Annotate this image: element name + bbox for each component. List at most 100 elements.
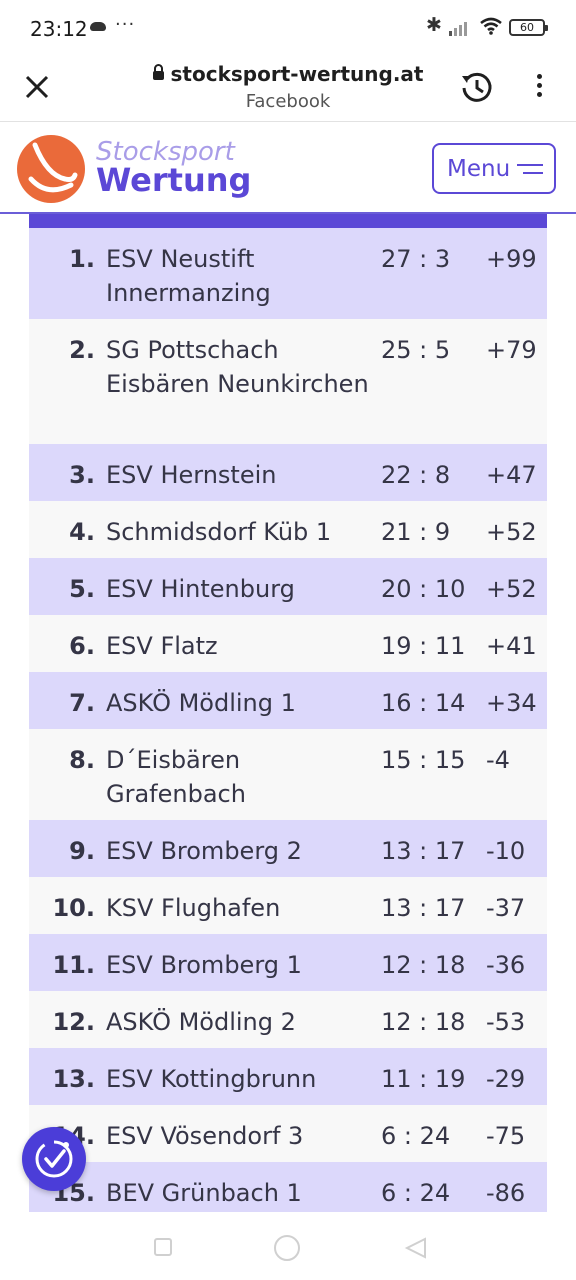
standings-difference: -75 [486, 1122, 526, 1150]
standings-difference: -29 [486, 1065, 526, 1093]
recents-square-icon[interactable] [154, 1238, 172, 1256]
standings-rank: 7. [69, 689, 95, 717]
standings-rank: 2. [69, 336, 95, 364]
standings-difference: +34 [486, 689, 537, 717]
standings-difference: +47 [486, 461, 537, 489]
table-row: 7. ASKÖ Mödling 1 16 : 14 +34 [29, 672, 547, 729]
lock-icon [152, 64, 164, 80]
battery-icon: 60 [509, 19, 548, 36]
standings-team: ESV Hintenburg [106, 575, 295, 603]
standings-team: ASKÖ Mödling 1 [106, 689, 296, 717]
standings-rank: 10. [52, 894, 95, 922]
bluetooth-icon: ✱ [426, 14, 442, 36]
logo-mark [28, 142, 78, 193]
table-row: 1. ESV Neustift Innermanzing 27 : 3 +99 [29, 228, 547, 319]
system-navigation-bar [0, 1212, 576, 1280]
standings-rank: 11. [52, 951, 95, 979]
standings-team: ESV Kottingbrunn [106, 1065, 317, 1093]
table-row: 10. KSV Flughafen 13 : 17 -37 [29, 877, 547, 934]
table-row: 4. Schmidsdorf Küb 1 21 : 9 +52 [29, 501, 547, 558]
brand-line-1[interactable]: Stocksport [96, 137, 235, 167]
standings-rank: 4. [69, 518, 95, 546]
standings-score: 19 : 11 [381, 632, 466, 660]
standings-team: ESV Neustift Innermanzing [106, 245, 271, 307]
standings-rank: 8. [69, 746, 95, 774]
table-row: 5. ESV Hintenburg 20 : 10 +52 [29, 558, 547, 615]
back-triangle-icon[interactable] [404, 1236, 428, 1260]
menu-button[interactable]: Menu [432, 143, 556, 194]
standings-team: ESV Flatz [106, 632, 218, 660]
table-row: 11. ESV Bromberg 1 12 : 18 -36 [29, 934, 547, 991]
standings-score: 25 : 5 [381, 336, 451, 364]
history-icon[interactable] [459, 69, 495, 105]
standings-difference: +79 [486, 336, 537, 364]
standings-difference: -36 [486, 951, 526, 979]
home-circle-icon[interactable] [274, 1235, 300, 1261]
brand-line-2[interactable]: Wertung [96, 161, 252, 199]
standings-score: 12 : 18 [381, 1008, 466, 1036]
standings-difference: -53 [486, 1008, 526, 1036]
wifi-icon [480, 17, 502, 35]
standings-score: 13 : 17 [381, 837, 466, 865]
standings-score: 11 : 19 [381, 1065, 466, 1093]
standings-team: ESV Bromberg 1 [106, 951, 302, 979]
standings-difference: +99 [486, 245, 537, 273]
hamburger-icon [517, 164, 543, 180]
standings-team: ESV Hernstein [106, 461, 277, 489]
cloud-icon [90, 22, 106, 31]
standings-difference: +41 [486, 632, 537, 660]
standings-score: 6 : 24 [381, 1122, 451, 1150]
standings-team: SG Pottschach Eisbären Neunkirchen [106, 336, 369, 398]
standings-rank: 6. [69, 632, 95, 660]
custom-tab-toolbar: stocksport-wertung.at Facebook [0, 56, 576, 122]
table-header-bar [29, 214, 547, 228]
standings-score: 12 : 18 [381, 951, 466, 979]
menu-label: Menu [447, 156, 511, 182]
standings-team: ESV Bromberg 2 [106, 837, 302, 865]
accessibility-check-icon [35, 1140, 73, 1178]
accessibility-button[interactable] [22, 1127, 86, 1191]
standings-rank: 3. [69, 461, 95, 489]
standings-rows: 1. ESV Neustift Innermanzing 27 : 3 +99 2. SG… [29, 228, 547, 1212]
standings-difference: +52 [486, 575, 537, 603]
standings-score: 6 : 24 [381, 1179, 451, 1207]
status-bar: 23:12 ··· ✱ 60 [0, 0, 576, 56]
table-row: 13. ESV Kottingbrunn 11 : 19 -29 [29, 1048, 547, 1105]
page-domain: stocksport-wertung.at [0, 62, 576, 86]
table-row: 8. D´Eisbären Grafenbach 15 : 15 -4 [29, 729, 547, 820]
standings-rank: 1. [69, 245, 95, 273]
site-header: Stocksport Wertung Menu [0, 123, 576, 214]
standings-difference: -37 [486, 894, 526, 922]
table-row: 14.ESV Vösendorf 36 : 24-75 [29, 1105, 547, 1162]
standings-score: 27 : 3 [381, 245, 451, 273]
standings-difference: -86 [486, 1179, 526, 1207]
standings-score: 15 : 15 [381, 746, 466, 774]
more-notifications-indicator: ··· [115, 14, 136, 35]
standings-team: KSV Flughafen [106, 894, 281, 922]
standings-rank: 9. [69, 837, 95, 865]
standings-team: ASKÖ Mödling 2 [106, 1008, 296, 1036]
standings-difference: -4 [486, 746, 510, 774]
standings-rank: 12. [52, 1008, 95, 1036]
logo-icon[interactable] [17, 135, 85, 203]
referrer-label: Facebook [245, 91, 331, 112]
standings-team: Schmidsdorf Küb 1 [106, 518, 332, 546]
standings-difference: -10 [486, 837, 526, 865]
standings-team: ESV Vösendorf 3 [106, 1122, 304, 1150]
clock: 23:12 [30, 17, 88, 41]
standings-difference: +52 [486, 518, 537, 546]
close-icon[interactable] [20, 70, 54, 104]
domain-text: stocksport-wertung.at [170, 62, 424, 86]
standings-score: 20 : 10 [381, 575, 466, 603]
standings-table: 1. ESV Neustift Innermanzing 27 : 3 +99 2. SG… [29, 214, 547, 1212]
more-vertical-icon[interactable] [530, 74, 548, 100]
standings-rank: 5. [69, 575, 95, 603]
standings-score: 16 : 14 [381, 689, 466, 717]
table-row: 9. ESV Bromberg 2 13 : 17 -10 [29, 820, 547, 877]
standings-score: 13 : 17 [381, 894, 466, 922]
standings-score: 21 : 9 [381, 518, 451, 546]
standings-team: D´Eisbären Grafenbach [106, 746, 246, 808]
table-row: 12. ASKÖ Mödling 2 12 : 18 -53 [29, 991, 547, 1048]
table-row: 3. ESV Hernstein 22 : 8 +47 [29, 444, 547, 501]
